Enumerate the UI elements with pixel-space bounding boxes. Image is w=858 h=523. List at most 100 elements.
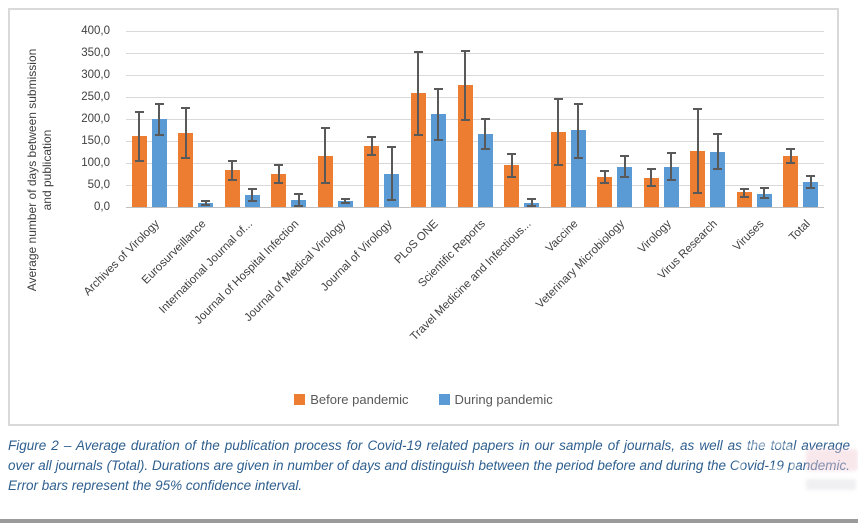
error-bar-cap (181, 107, 191, 110)
y-tick-label: 400,0 (81, 25, 110, 37)
bar-during (663, 166, 679, 207)
error-bar (251, 188, 254, 202)
error-bar-cap (274, 182, 284, 185)
x-axis-label: International Journal of... (156, 218, 255, 317)
x-axis-label: Viruses (731, 218, 767, 254)
error-bar (530, 199, 533, 206)
error-bar-cap (433, 88, 443, 91)
legend: Before pandemic During pandemic (10, 392, 837, 407)
error-bar-cap (433, 138, 443, 141)
figure-caption: Figure 2 – Average duration of the publi… (8, 438, 850, 493)
error-bar (484, 118, 486, 150)
error-bar-cap (274, 164, 284, 167)
error-bar-cap (739, 187, 749, 190)
gridline (126, 119, 824, 120)
error-bar (437, 89, 440, 140)
bar-before (504, 165, 520, 207)
error-bar (204, 201, 207, 205)
error-bar-cap (573, 103, 583, 106)
error-bar (809, 176, 812, 188)
error-bar-cap (413, 51, 423, 54)
error-bar (623, 155, 626, 178)
error-bar (184, 108, 187, 158)
error-bar (417, 52, 420, 135)
figure-chart: Average number of days between submissio… (8, 8, 839, 426)
error-bar-cap (806, 186, 816, 189)
error-bar (670, 152, 673, 181)
error-bar (324, 127, 327, 183)
bar-before (178, 133, 194, 207)
error-bar-cap (600, 169, 610, 172)
bar-before (410, 93, 426, 207)
error-bar-cap (387, 198, 397, 201)
error-bar-cap (759, 186, 769, 189)
gridline (126, 185, 824, 186)
legend-item-before: Before pandemic (294, 392, 409, 407)
error-bar (510, 154, 513, 178)
y-tick-label: 300,0 (81, 69, 110, 81)
error-bar-cap (507, 176, 517, 179)
error-bar-cap (527, 204, 537, 207)
error-bar-cap (759, 196, 769, 199)
gridline (126, 141, 824, 142)
error-bar (277, 165, 280, 184)
error-bar (743, 188, 746, 197)
error-bar (370, 137, 373, 156)
y-tick-label: 200,0 (81, 113, 110, 125)
error-bar-cap (693, 191, 703, 194)
error-bar-cap (154, 134, 164, 137)
error-bar (577, 104, 580, 158)
bar-before (457, 85, 473, 207)
bar-before (783, 155, 799, 207)
x-axis-label: Vaccine (543, 218, 581, 255)
error-bar-cap (134, 110, 144, 113)
y-tick-label: 50,0 (87, 179, 110, 191)
legend-label: Before pandemic (310, 392, 409, 407)
bottom-divider (0, 519, 858, 523)
error-bar (763, 187, 766, 198)
gridline (126, 163, 824, 164)
y-tick-label: 0,0 (94, 201, 110, 213)
error-bar-cap (527, 198, 537, 201)
bar-during (151, 119, 167, 207)
error-bar-cap (201, 200, 211, 203)
bar-during (710, 152, 726, 207)
legend-item-during: During pandemic (438, 392, 553, 407)
error-bar-cap (181, 156, 191, 159)
error-bar (696, 109, 699, 193)
error-bar-cap (786, 161, 796, 164)
error-bar-cap (413, 133, 423, 136)
error-bar-cap (666, 179, 676, 182)
error-bar (650, 168, 653, 187)
error-bar (789, 148, 792, 163)
y-tick-label: 250,0 (81, 91, 110, 103)
error-bar-cap (227, 178, 237, 181)
gridline (126, 53, 824, 54)
error-bar-cap (693, 108, 703, 111)
error-bar-cap (600, 181, 610, 184)
error-bar-cap (340, 202, 350, 205)
error-bar-cap (201, 203, 211, 206)
error-bar-cap (620, 154, 630, 157)
error-bar (138, 111, 141, 161)
bar-during (477, 134, 493, 207)
error-bar-cap (507, 153, 517, 156)
error-bar-cap (134, 159, 144, 162)
error-bar-cap (620, 176, 630, 179)
error-bar-cap (573, 156, 583, 159)
bar-before (550, 132, 566, 207)
gridline (126, 31, 824, 32)
error-bar (603, 170, 606, 183)
error-bar-cap (786, 147, 796, 150)
error-bar-cap (713, 133, 723, 136)
error-bar-cap (739, 195, 749, 198)
error-bar-cap (367, 136, 377, 139)
error-bar-cap (806, 175, 816, 178)
bar-before (364, 145, 380, 207)
error-bar (297, 194, 300, 206)
error-bar-cap (387, 146, 397, 149)
error-bar-cap (320, 181, 330, 184)
error-bar (464, 50, 466, 121)
error-bar (557, 99, 560, 166)
